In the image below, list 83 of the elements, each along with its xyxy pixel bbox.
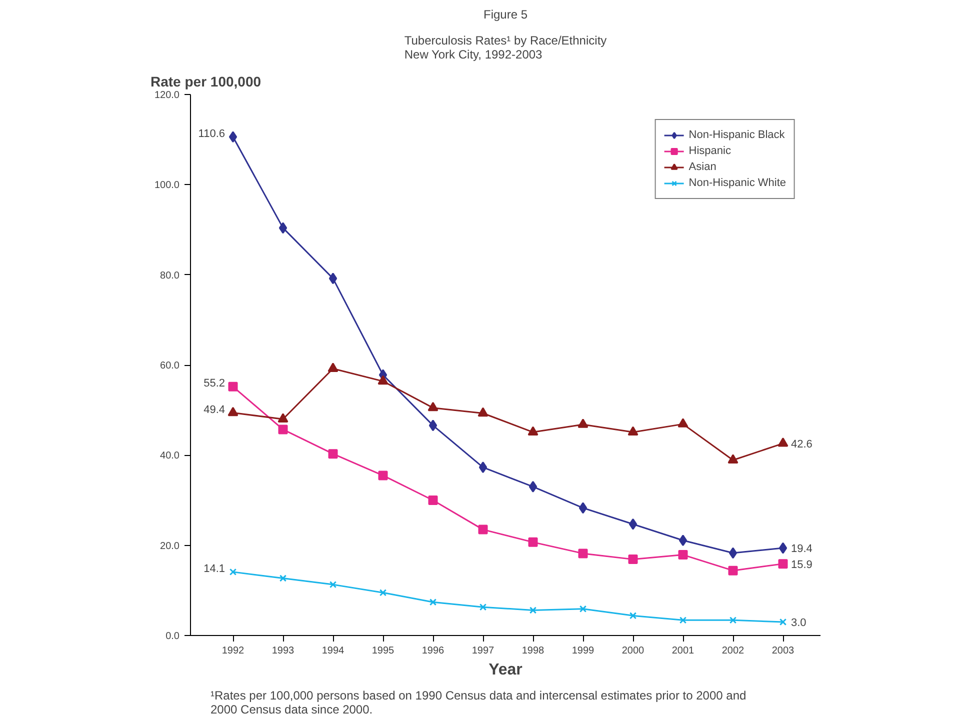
point: [528, 480, 538, 492]
point: [628, 518, 638, 530]
y-tick-label: 80.0: [160, 270, 180, 282]
x-tick-label: 1997: [472, 646, 495, 656]
point: [778, 438, 788, 447]
point: [278, 424, 288, 434]
text: ¹Rates per 100,000 persons based on 1990 Census data and intercensal estimates prior to 2000 and 2000 Census data since 2000.: [210, 688, 746, 716]
x-tick-label: 1995: [372, 646, 395, 656]
point: [378, 470, 388, 480]
x-tick-label: 2001: [672, 646, 695, 656]
y-tick-label: 60.0: [160, 360, 180, 372]
point: [678, 534, 688, 546]
x-tick-label: 1994: [322, 646, 345, 656]
x-axis-title: Year: [488, 662, 522, 678]
point: [228, 382, 238, 392]
annotation: 3.0: [791, 616, 806, 629]
point: [728, 454, 738, 464]
legend-label: Asian: [688, 160, 716, 174]
y-tick-label: 0.0: [166, 631, 180, 642]
chart-title: Figure 5: [483, 8, 528, 22]
point: [478, 462, 488, 474]
point: [678, 550, 688, 560]
point: [528, 537, 538, 547]
point: [278, 413, 288, 422]
point: [478, 524, 488, 534]
annotation: 110.6: [198, 128, 226, 140]
x-tick-label: 2002: [722, 646, 745, 656]
y-axis-title: Rate per 100,000: [150, 74, 262, 90]
x-tick-label: 1999: [572, 646, 595, 656]
point: [578, 418, 588, 428]
point: [579, 605, 587, 612]
point: [628, 554, 638, 564]
point: [678, 418, 688, 428]
point: [328, 362, 338, 372]
legend-label: Non-Hispanic Black: [688, 128, 785, 142]
legend-label: Hispanic: [688, 144, 731, 158]
x-tick-label: 1996: [422, 646, 445, 656]
point: [379, 589, 387, 596]
point: [329, 580, 337, 588]
annotation: 49.4: [204, 404, 226, 416]
point: [229, 568, 237, 576]
point: [778, 559, 788, 569]
point: [578, 502, 588, 514]
point: [378, 375, 388, 385]
point: [478, 407, 488, 417]
point: [228, 131, 238, 143]
y-tick-label: 100.0: [154, 180, 180, 192]
point: [728, 566, 738, 576]
legend-label: Non-Hispanic White: [688, 176, 786, 190]
point: [679, 616, 687, 624]
point: [479, 604, 487, 611]
point: [528, 426, 538, 436]
annotation: 14.1: [204, 562, 226, 575]
y-tick-label: 120.0: [154, 90, 180, 101]
annotation: 19.4: [791, 543, 812, 556]
point: [628, 426, 638, 436]
chart-subtitle: Tuberculosis Rates¹ by Race/Ethnicity New York City, 1992-2003: [404, 34, 607, 62]
annotation: 55.2: [204, 378, 226, 390]
point: [578, 548, 588, 558]
x-tick-label: 1992: [222, 646, 245, 656]
x-tick-label: 1998: [522, 646, 545, 656]
point: [778, 542, 788, 554]
y-tick-label: 20.0: [160, 540, 180, 552]
point: [328, 272, 338, 284]
point: [428, 420, 438, 432]
x-tick-label: 2000: [622, 646, 645, 656]
x-tick-label: 2003: [772, 646, 795, 656]
point: [779, 618, 787, 626]
point: [278, 222, 288, 234]
point: [428, 496, 438, 505]
x-tick-label: 1993: [272, 646, 295, 656]
point: [228, 406, 238, 416]
point: [529, 606, 537, 614]
point: [428, 402, 438, 412]
point: [279, 574, 287, 582]
y-tick-label: 40.0: [160, 450, 180, 462]
point: [629, 612, 637, 620]
annotation: 42.6: [791, 438, 812, 450]
point: [729, 616, 737, 624]
point: [728, 547, 738, 559]
point: [429, 598, 437, 606]
annotation: 15.9: [791, 558, 812, 571]
point: [328, 449, 338, 459]
